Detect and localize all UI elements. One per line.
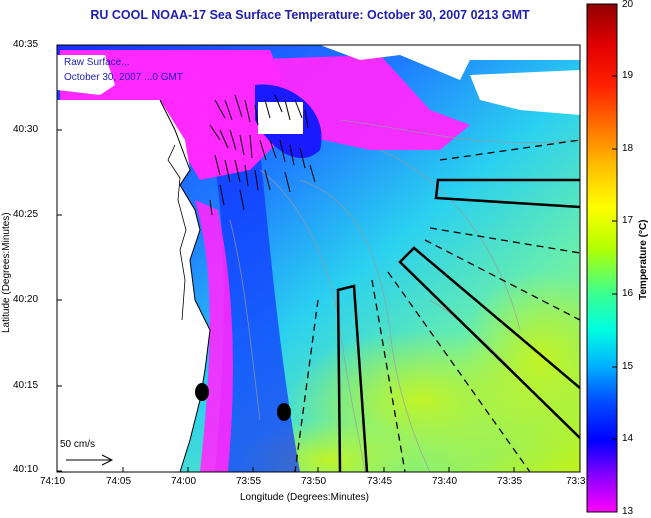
inset-text-line1: Raw Surface... [64, 57, 130, 68]
current-vectors [209, 94, 316, 216]
x-tick-label: 74:05 [106, 476, 132, 487]
y-tick-label: 40:30 [13, 124, 39, 135]
radar-station-marker [277, 403, 291, 421]
x-tick-label: 74:10 [40, 476, 66, 487]
y-tick-label: 40:15 [13, 380, 39, 391]
x-tick-label: 73:3 [566, 476, 586, 487]
y-tick-label: 40:20 [13, 294, 39, 305]
y-tick-label: 40:25 [13, 209, 39, 220]
x-tick-label: 73:50 [301, 476, 327, 487]
y-tick-label: 40:35 [13, 39, 39, 50]
colorbar-tick-label: 15 [622, 361, 634, 372]
colorbar-label: Temperature (°C) [638, 219, 649, 301]
y-tick-label: 40:10 [13, 464, 39, 475]
map-title: RU COOL NOAA-17 Sea Surface Temperature:… [90, 8, 530, 22]
radar-station-marker [195, 383, 209, 401]
colorbar-tick-label: 18 [622, 143, 634, 154]
inset-text-line2: October 30, 2007 ...0 GMT [64, 72, 183, 83]
x-axis-label: Longitude (Degrees:Minutes) [240, 492, 369, 503]
x-tick-label: 73:35 [497, 476, 523, 487]
scale-arrow [66, 454, 114, 466]
colorbar-tick-label: 14 [622, 433, 634, 444]
colorbar-tick-label: 16 [622, 288, 634, 299]
colorbar [586, 3, 618, 513]
x-tick-label: 73:55 [236, 476, 262, 487]
survey-box-lines [336, 178, 580, 472]
colorbar-tick-label: 20 [622, 0, 634, 10]
x-tick-label: 73:45 [367, 476, 393, 487]
y-axis-label: Latitude (Degrees:Minutes) [1, 212, 12, 333]
x-tick-label: 73:40 [432, 476, 458, 487]
scale-label: 50 cm/s [60, 439, 96, 450]
colorbar-tick-label: 17 [622, 215, 634, 226]
colorbar-tick-label: 19 [622, 70, 634, 81]
dashed-transects [294, 139, 580, 472]
map-plot-area [57, 45, 580, 472]
x-tick-label: 74:00 [171, 476, 197, 487]
colorbar-tick-label: 13 [622, 506, 634, 517]
